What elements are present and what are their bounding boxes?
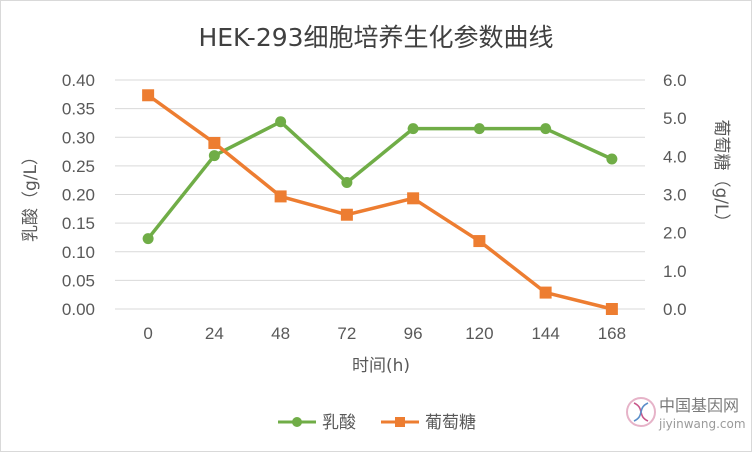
right-tick-label: 2.0 bbox=[663, 224, 687, 243]
left-tick-label: 0.20 bbox=[62, 186, 95, 205]
watermark: 中国基因网 jiyinwang.com bbox=[626, 396, 746, 431]
right-tick-label: 1.0 bbox=[663, 262, 687, 281]
x-tick-label: 24 bbox=[205, 324, 224, 343]
chart-title: HEK-293细胞培养生化参数曲线 bbox=[198, 23, 553, 52]
left-tick-label: 0.40 bbox=[62, 71, 95, 90]
left-tick-label: 0.35 bbox=[62, 100, 95, 119]
legend-label-lactate: 乳酸 bbox=[322, 413, 356, 433]
right-tick-label: 3.0 bbox=[663, 186, 687, 205]
left-tick-label: 0.10 bbox=[62, 243, 95, 262]
series-line-1 bbox=[147, 93, 613, 311]
right-tick-label: 5.0 bbox=[663, 109, 687, 128]
legend-label-glucose: 葡萄糖 bbox=[425, 413, 476, 433]
data-point-series-0 bbox=[540, 123, 552, 135]
data-point-series-1 bbox=[473, 235, 486, 248]
legend: 乳酸 葡萄糖 bbox=[278, 413, 476, 433]
x-tick-label: 144 bbox=[531, 324, 559, 343]
x-axis-title: 时间(h) bbox=[352, 356, 410, 376]
right-tick-label: 0.0 bbox=[663, 300, 687, 319]
watermark-name: 中国基因网 bbox=[659, 396, 739, 415]
legend-item-lactate: 乳酸 bbox=[278, 413, 356, 433]
x-tick-label: 120 bbox=[465, 324, 493, 343]
data-point-series-0 bbox=[208, 150, 220, 162]
x-tick-label: 168 bbox=[598, 324, 626, 343]
series-layer bbox=[142, 89, 618, 315]
x-tick-label: 0 bbox=[143, 324, 152, 343]
left-tick-label: 0.00 bbox=[62, 300, 95, 319]
legend-marker-lactate bbox=[292, 417, 302, 427]
data-point-series-0 bbox=[407, 123, 419, 135]
left-tick-label: 0.30 bbox=[62, 128, 95, 147]
legend-marker-glucose bbox=[395, 417, 405, 427]
right-tick-label: 4.0 bbox=[663, 147, 687, 166]
data-point-series-0 bbox=[473, 123, 485, 135]
data-point-series-1 bbox=[407, 192, 420, 205]
gridlines bbox=[115, 79, 645, 310]
data-point-series-0 bbox=[142, 233, 154, 245]
data-point-series-1 bbox=[274, 190, 287, 203]
data-point-series-1 bbox=[142, 89, 155, 102]
dna-helix-icon-strand bbox=[633, 402, 649, 422]
legend-item-glucose: 葡萄糖 bbox=[381, 413, 476, 433]
data-point-series-1 bbox=[539, 286, 552, 299]
left-axis-title: 乳酸（g/L） bbox=[21, 148, 41, 242]
data-point-series-1 bbox=[340, 208, 353, 221]
right-axis-ticks: 0.0 1.0 2.0 3.0 4.0 5.0 6.0 bbox=[663, 71, 687, 319]
left-tick-label: 0.25 bbox=[62, 157, 95, 176]
data-point-series-1 bbox=[605, 303, 618, 315]
data-point-series-0 bbox=[606, 153, 618, 165]
left-axis-ticks: 0.00 0.05 0.10 0.15 0.20 0.25 0.30 0.35 0.40 bbox=[62, 71, 95, 319]
right-tick-label: 6.0 bbox=[663, 71, 687, 90]
watermark-site: jiyinwang.com bbox=[658, 417, 746, 431]
left-tick-label: 0.15 bbox=[62, 214, 95, 233]
x-tick-label: 48 bbox=[271, 324, 290, 343]
data-point-series-0 bbox=[275, 116, 287, 128]
right-axis-title: 葡萄糖（g/L） bbox=[711, 120, 731, 231]
data-point-series-1 bbox=[208, 136, 221, 149]
left-tick-label: 0.05 bbox=[62, 271, 95, 290]
x-tick-label: 96 bbox=[404, 324, 423, 343]
data-point-series-0 bbox=[341, 176, 353, 188]
x-tick-label: 72 bbox=[337, 324, 356, 343]
x-axis-ticks: 0 24 48 72 96 120 144 168 bbox=[143, 324, 626, 343]
